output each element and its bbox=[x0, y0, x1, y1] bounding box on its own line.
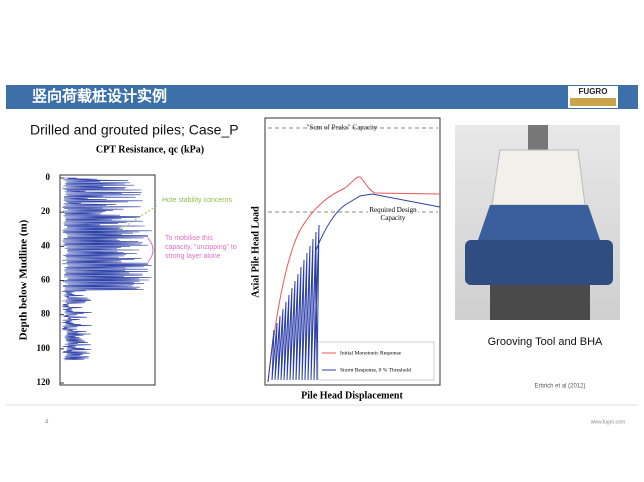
legend-entry: Initial Monotonic Response bbox=[340, 350, 402, 356]
y-tick-label: 120 bbox=[37, 377, 51, 387]
cpt-title: CPT Resistance, qc (kPa) bbox=[96, 144, 204, 155]
header-title: 竖向荷载桩设计实例 bbox=[32, 87, 167, 105]
photo-caption: Grooving Tool and BHA bbox=[488, 336, 603, 348]
y-tick-label: 100 bbox=[37, 343, 51, 353]
photo-shaft bbox=[528, 125, 548, 150]
photo-base bbox=[490, 285, 590, 320]
y-tick-label: 40 bbox=[41, 240, 51, 250]
annotation: To mobilise this capacity, "unzipping" t… bbox=[165, 234, 240, 261]
y-tick-label: 80 bbox=[41, 309, 51, 319]
load-y-label: Axial Pile Head Load bbox=[250, 206, 261, 298]
load-x-label: Pile Head Displacement bbox=[301, 390, 403, 401]
citation: Erbrich et al (2012) bbox=[534, 384, 585, 390]
slide: 竖向荷载桩设计实例 FUGRO Drilled and grouted pile… bbox=[0, 0, 644, 482]
annotation: Hole stability concerns bbox=[162, 197, 233, 204]
required-label: Required Design Capacity bbox=[368, 206, 418, 222]
logo: FUGRO bbox=[579, 87, 608, 96]
logo-stripe bbox=[570, 98, 616, 106]
photo-body bbox=[465, 240, 613, 285]
legend-box bbox=[318, 342, 434, 380]
sum-label: "Sum of Peaks" Capacity bbox=[307, 124, 378, 132]
y-tick-label: 20 bbox=[41, 206, 51, 216]
annotation-box: To mobilise this capacity, "unzipping" t… bbox=[165, 234, 240, 284]
required-box: Required Design Capacity bbox=[368, 206, 418, 238]
y-tick-label: 0 bbox=[46, 172, 51, 182]
subtitle: Drilled and grouted piles; Case_P bbox=[30, 122, 239, 138]
photo-body bbox=[478, 205, 600, 240]
photo-tool bbox=[492, 150, 585, 205]
y-tick-label: 60 bbox=[41, 275, 51, 285]
legend-entry: Storm Response, 0 % Threshold bbox=[340, 367, 411, 373]
cpt-y-label: Depth below Mudline (m) bbox=[18, 219, 30, 340]
footer-url: www.fugro.com bbox=[591, 419, 625, 425]
